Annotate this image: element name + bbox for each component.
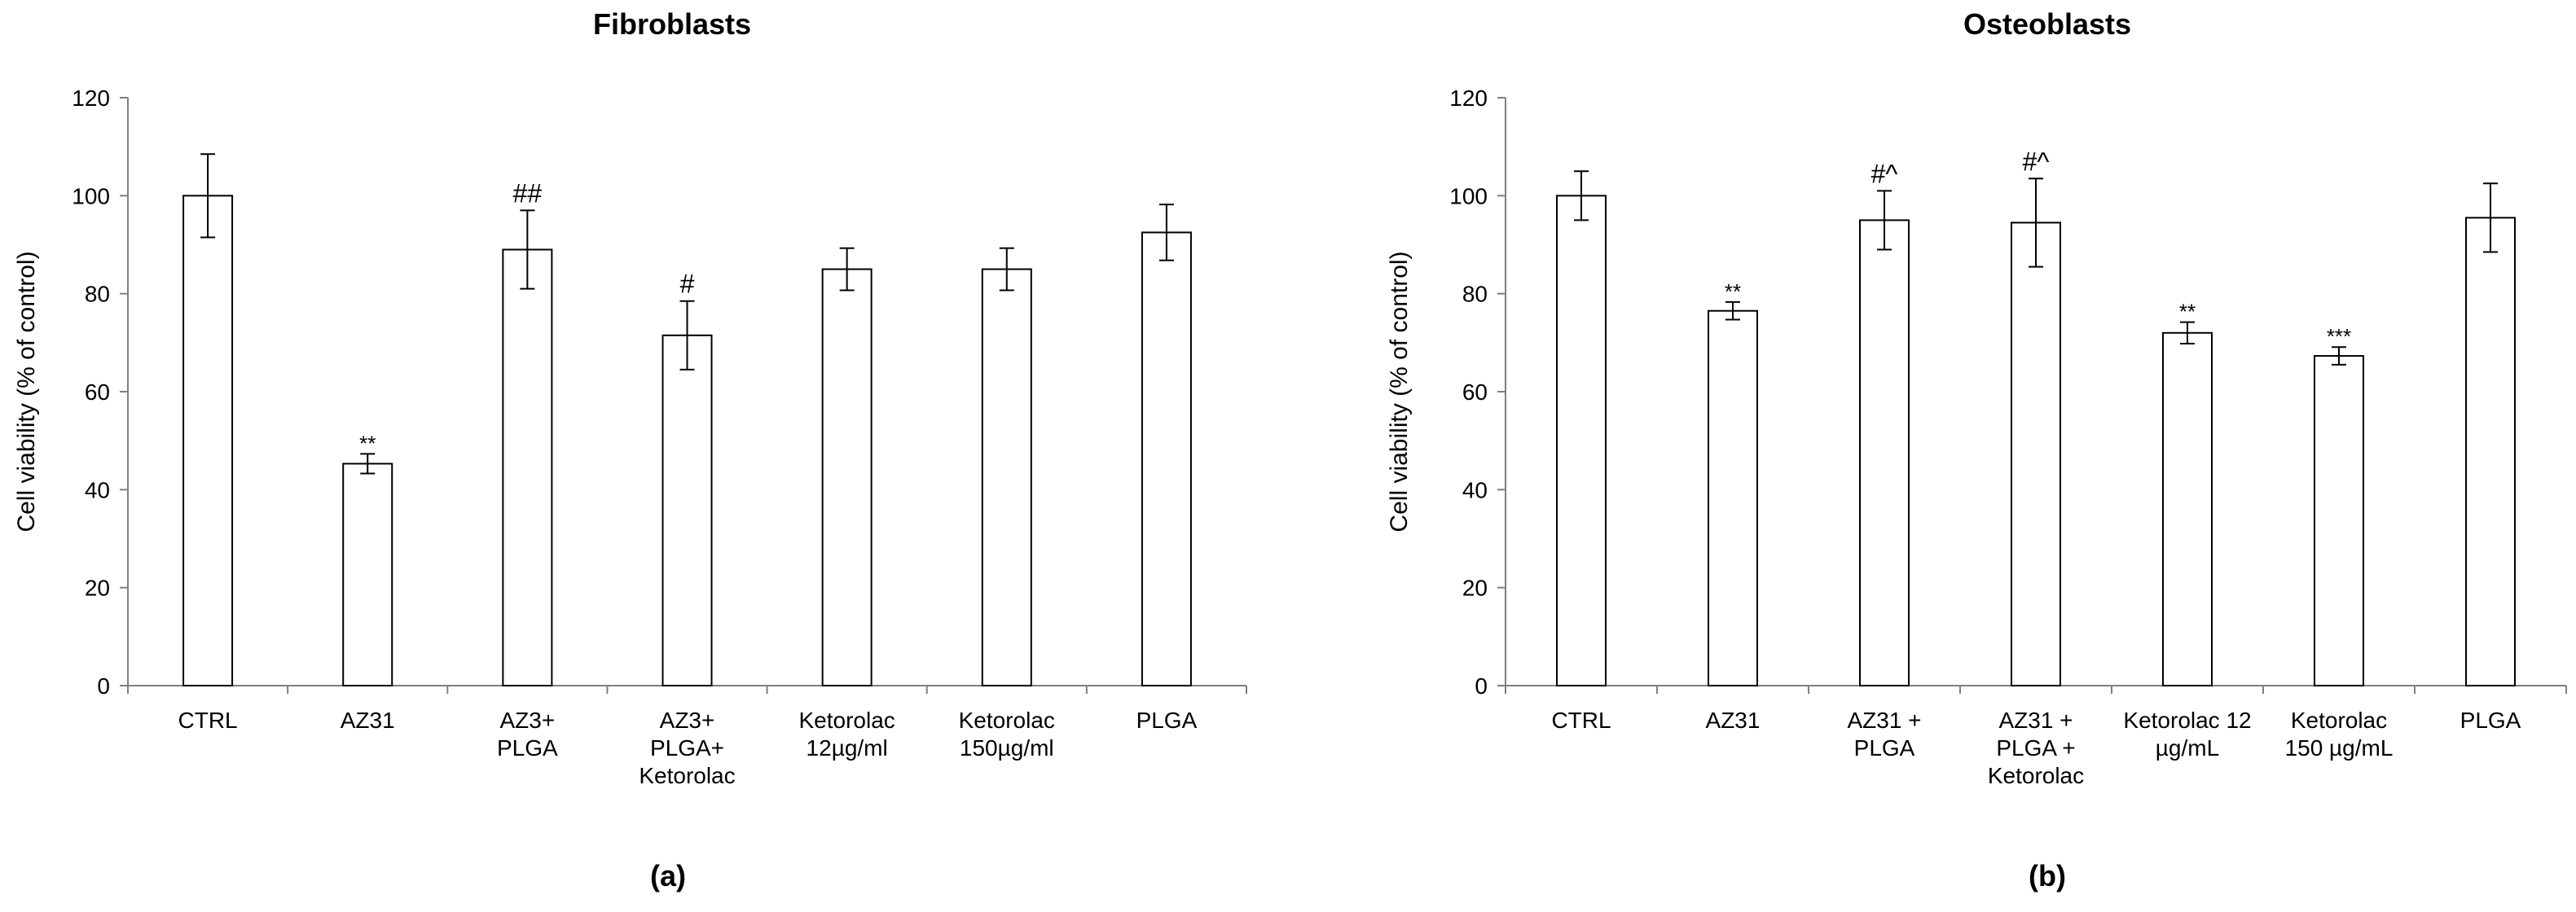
chart1-y-tick-label: 0 [97,673,110,699]
chart1-category-label: Ketorolac 12µg/ml [798,708,895,761]
chart1-bar [1141,231,1192,687]
chart2-significance-label: ** [2179,300,2196,324]
chart2-category-label: AZ31 [1706,708,1761,733]
chart2-title: Osteoblasts [1963,7,2131,41]
chart2-y-tick-label: 0 [1475,673,1488,699]
chart2-bar [2162,331,2213,686]
chart1-category-label: AZ3+ PLGA [497,708,558,761]
chart1-bar [502,248,553,686]
chart2-y-tick-label: 20 [1462,576,1488,601]
chart2-y-tick-label: 120 [1449,86,1488,111]
chart1-y-tick-label: 100 [72,183,110,208]
chart2-bar [2011,221,2061,686]
chart1-panel-label: (a) [650,859,686,892]
chart2-panel-label: (b) [2029,859,2066,892]
chart2-category-label: AZ31 + PLGA + Ketorolac [1988,708,2084,788]
chart1-significance-label: # [680,270,695,299]
chart2-significance-label: #^ [2023,147,2050,176]
chart2-significance-label: ** [1725,279,1741,304]
chart2-y-tick-label: 100 [1449,183,1488,208]
chart1-y-tick-label: 40 [85,477,110,502]
chart2-bar [1859,219,1910,686]
chart1-y-axis-label: Cell viability (% of control) [13,251,40,532]
chart2-category-label: CTRL [1551,708,1611,733]
chart2-bar [1556,195,1607,687]
chart1-bar [821,268,873,686]
chart1-category-label: AZ3+ PLGA+ Ketorolac [639,708,735,788]
chart2-significance-label: #^ [1871,159,1898,188]
chart2-bar [1708,309,1758,686]
chart1-y-tick-label: 20 [85,576,110,601]
chart2-y-tick-label: 60 [1462,379,1488,405]
chart1-bar [182,195,234,687]
chart1-title: Fibroblasts [593,7,751,41]
chart1-y-tick-label: 120 [72,86,110,111]
chart1-significance-label: ## [513,178,543,208]
chart1-category-label: AZ31 [341,708,395,733]
chart2-y-axis-label: Cell viability (% of control) [1386,251,1413,532]
chart1-bar [662,334,713,686]
chart2-bar [2314,355,2364,686]
chart1-bar [342,463,393,686]
chart1-category-label: Ketorolac 150µg/ml [959,708,1055,761]
chart2-significance-label: *** [2327,324,2351,349]
chart1-y-tick-label: 80 [85,282,110,307]
chart2-bar [2465,217,2516,686]
chart1-y-tick-label: 60 [85,379,110,405]
chart1-bar [981,268,1032,686]
chart2-category-label: PLGA [2460,708,2521,733]
chart1-category-label: CTRL [178,708,238,733]
chart2-category-label: AZ31 + PLGA [1847,708,1921,761]
chart1-category-label: PLGA [1136,708,1198,733]
chart1-significance-label: ** [359,431,376,455]
chart2-y-tick-label: 80 [1462,282,1488,307]
chart2-category-label: Ketorolac 150 µg/mL [2285,708,2394,761]
chart2-category-label: Ketorolac 12 µg/mL [2123,708,2251,761]
chart2-y-tick-label: 40 [1462,477,1488,502]
